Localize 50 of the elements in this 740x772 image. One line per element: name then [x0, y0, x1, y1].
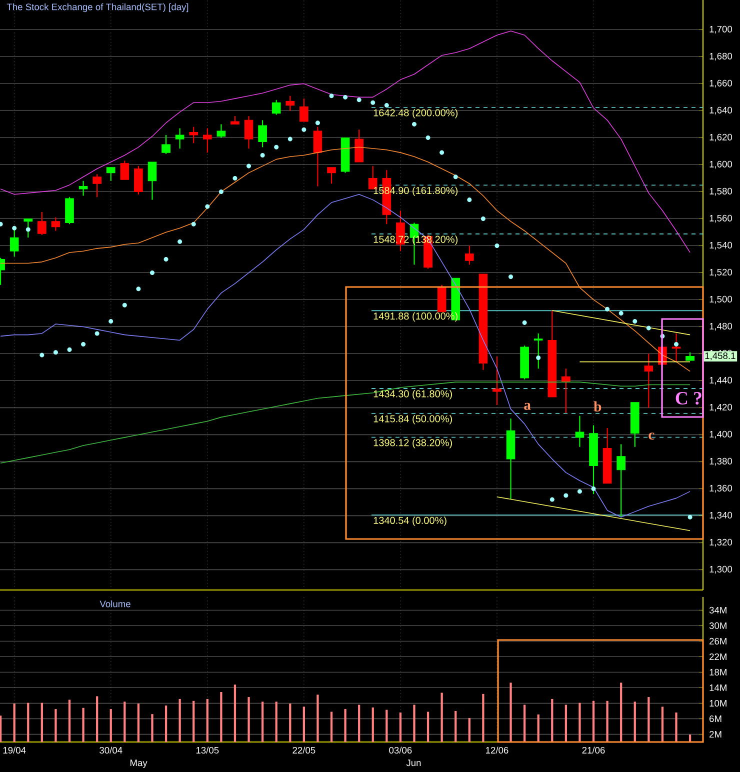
y-tick-label: 1,480	[710, 322, 732, 331]
y-tick-label: 10M	[710, 700, 726, 707]
y-tick-label: 22M	[710, 653, 726, 660]
ref-line-label: 1415.84 (50.00%)	[374, 414, 452, 424]
x-tick-label: 22/05	[292, 746, 316, 754]
x-tick-label: 13/05	[196, 746, 219, 754]
annotation: b	[594, 401, 602, 412]
y-tick-label: 1,680	[710, 52, 732, 61]
y-tick-label: 1,340	[710, 512, 732, 520]
chart-title: Volume	[100, 600, 130, 608]
y-tick-label: 1,700	[710, 26, 732, 34]
y-tick-label: 1,600	[710, 160, 732, 169]
text: Jun	[406, 760, 421, 766]
y-tick-label: 1,580	[710, 188, 732, 196]
x-tick-label: 12/06	[486, 746, 508, 754]
y-tick-label: 1,500	[710, 296, 732, 304]
y-tick-label: 1,320	[710, 538, 732, 547]
y-tick-label: 1,440	[710, 376, 732, 385]
ref-line-label: 1434.30 (61.80%)	[374, 390, 452, 400]
text: May	[130, 760, 148, 768]
y-tick-label: 1,380	[710, 458, 732, 466]
y-tick-label: 1,540	[710, 242, 732, 250]
y-tick-label: 14M	[710, 684, 726, 691]
x-tick-label: 19/04	[3, 746, 26, 754]
ref-line-label: 1340.54 (0.00%)	[374, 516, 446, 526]
y-tick-label: 1,640	[710, 106, 732, 115]
x-tick-label: 03/06	[389, 746, 412, 754]
y-tick-label: 2M	[710, 731, 722, 738]
annotation: a	[524, 402, 531, 410]
annotation: C ?	[676, 392, 702, 405]
y-tick-label: 1,360	[710, 484, 732, 493]
y-tick-label: 1,560	[710, 214, 732, 223]
y-tick-label: 1,660	[710, 80, 732, 88]
y-tick-label: 18M	[710, 668, 726, 676]
y-tick-label: 1,420	[710, 404, 732, 412]
annotation: c	[648, 432, 654, 440]
y-tick-label: 30M	[709, 622, 726, 629]
y-tick-label: 1,620	[710, 134, 732, 142]
chart-title: The Stock Exchange of Thailand(SET) [day]	[6, 3, 188, 12]
y-tick-label: 6M	[710, 715, 722, 722]
y-tick-label: 1,400	[710, 430, 732, 439]
y-tick-label: 1,520	[710, 268, 732, 277]
y-tick-label: 26M	[710, 638, 726, 644]
x-tick-label: 30/04	[100, 746, 122, 754]
ref-line-label: 1642.48 (200.00%)	[374, 108, 458, 118]
y-tick-label: 1,300	[710, 566, 732, 574]
ref-line-label: 1398.12 (38.20%)	[374, 438, 452, 448]
x-tick-label: 21/06	[582, 746, 605, 754]
y-tick-label: 34M	[709, 606, 726, 614]
annotation: 1,458.1	[705, 352, 736, 360]
